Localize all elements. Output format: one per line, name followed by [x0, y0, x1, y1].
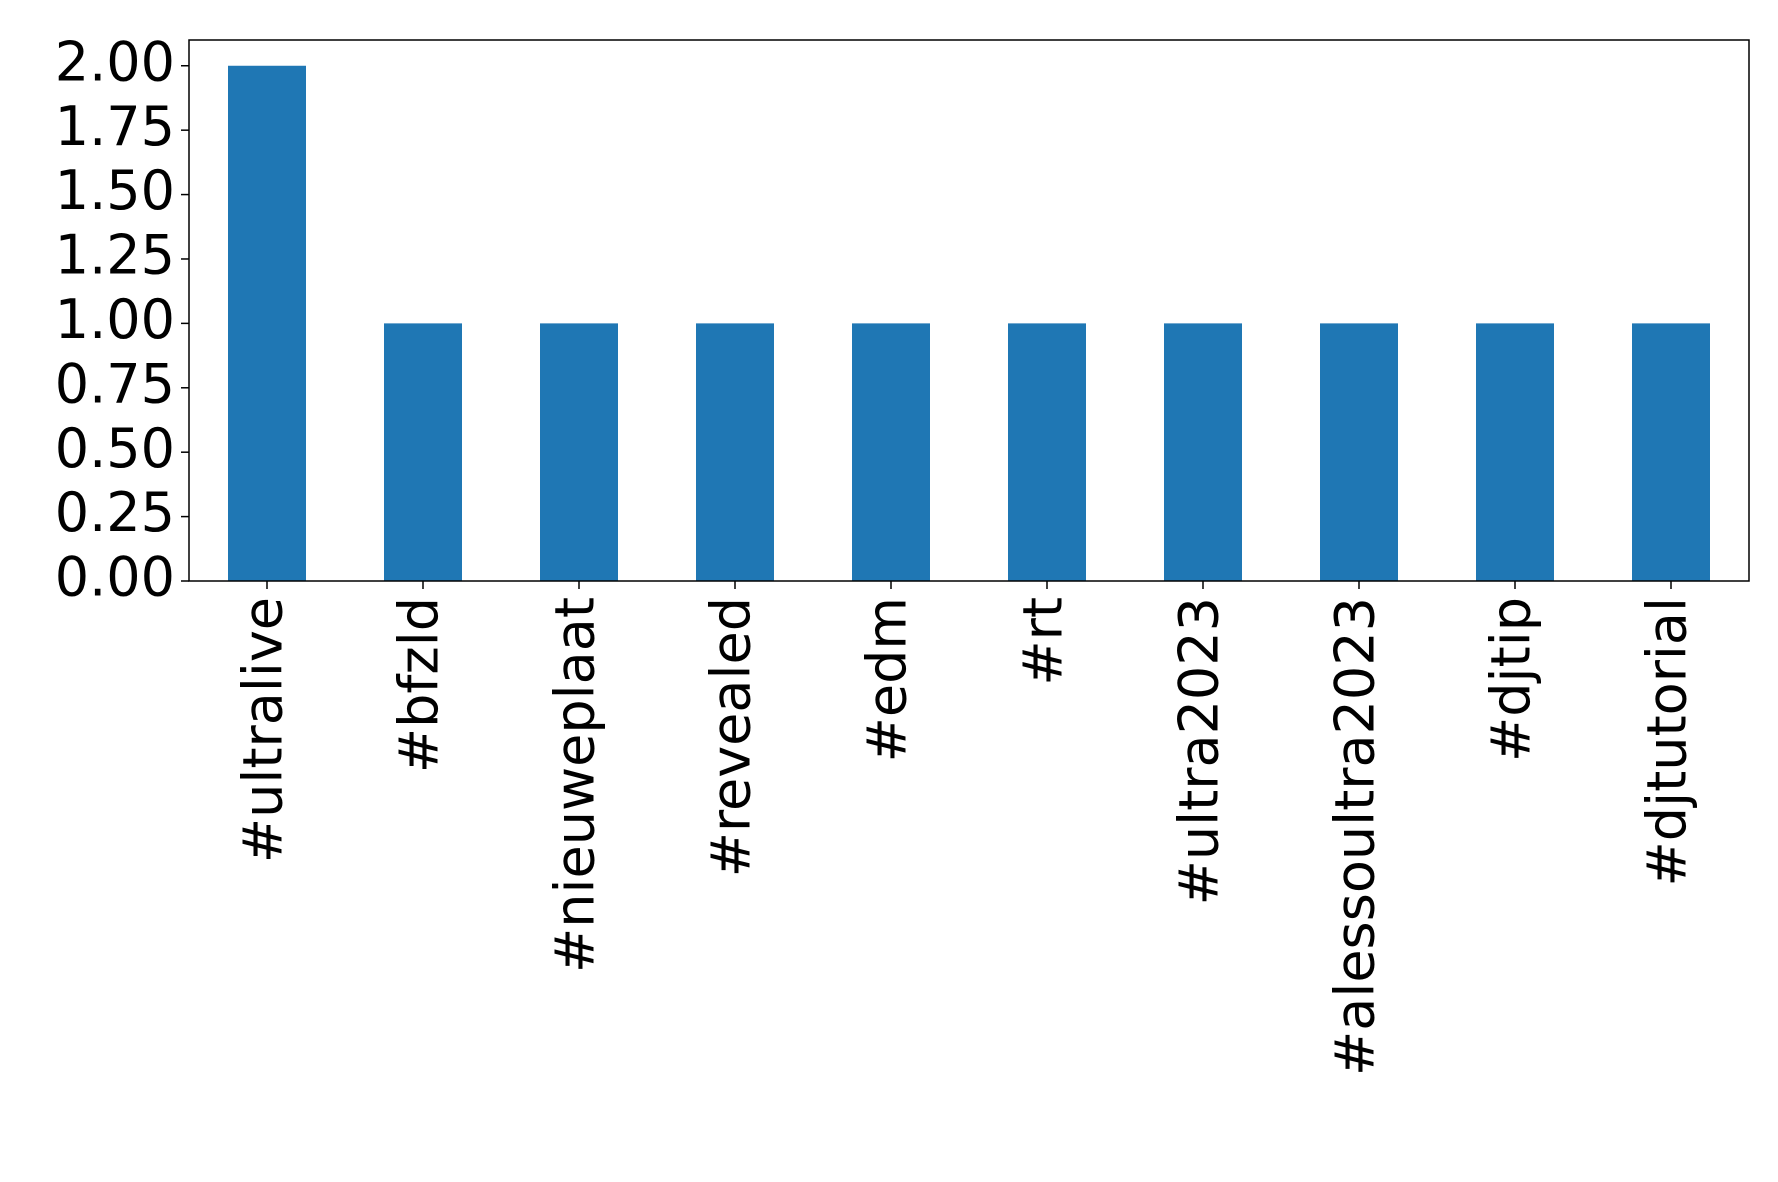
x-tick-label: #rt — [1012, 597, 1075, 686]
bar — [1632, 323, 1710, 581]
x-tick-label: #ultra2023 — [1168, 597, 1231, 905]
bar — [1164, 323, 1242, 581]
y-tick-label: 1.25 — [55, 224, 175, 287]
y-tick-label: 0.75 — [55, 352, 175, 415]
y-tick-label: 0.50 — [55, 417, 175, 480]
x-tick-label: #nieuweplaat — [544, 597, 607, 973]
x-tick-label: #ultralive — [232, 597, 295, 863]
x-tick-label: #revealed — [700, 597, 763, 877]
bar — [1008, 323, 1086, 581]
y-tick-label: 1.75 — [55, 95, 175, 158]
y-tick-label: 2.00 — [55, 30, 175, 93]
x-tick-label: #djtip — [1480, 597, 1543, 762]
bar — [540, 323, 618, 581]
bar — [696, 323, 774, 581]
y-tick-label: 1.50 — [55, 159, 175, 222]
y-tick-label: 0.25 — [55, 481, 175, 544]
bar — [852, 323, 930, 581]
x-tick-label: #djtutorial — [1636, 597, 1699, 886]
plot-frame — [188, 39, 1750, 582]
bar — [228, 65, 306, 581]
x-tick-label: #bfzld — [388, 597, 451, 773]
bar — [1320, 323, 1398, 581]
x-tick-label: #alessoultra2023 — [1324, 597, 1387, 1076]
x-tick-label: #edm — [856, 597, 919, 762]
bar — [1476, 323, 1554, 581]
y-tick-label: 1.00 — [55, 288, 175, 351]
bar — [384, 323, 462, 581]
y-tick-label: 0.00 — [55, 546, 175, 609]
